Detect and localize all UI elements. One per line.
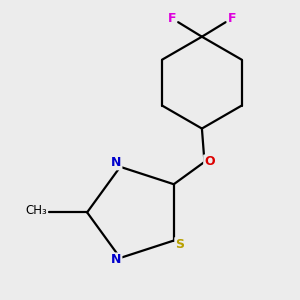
Text: S: S [175,238,184,251]
Text: F: F [168,12,176,25]
Text: F: F [227,12,236,25]
Text: N: N [111,254,122,266]
Text: N: N [111,156,122,169]
Text: CH₃: CH₃ [25,204,47,217]
Text: O: O [204,155,215,168]
